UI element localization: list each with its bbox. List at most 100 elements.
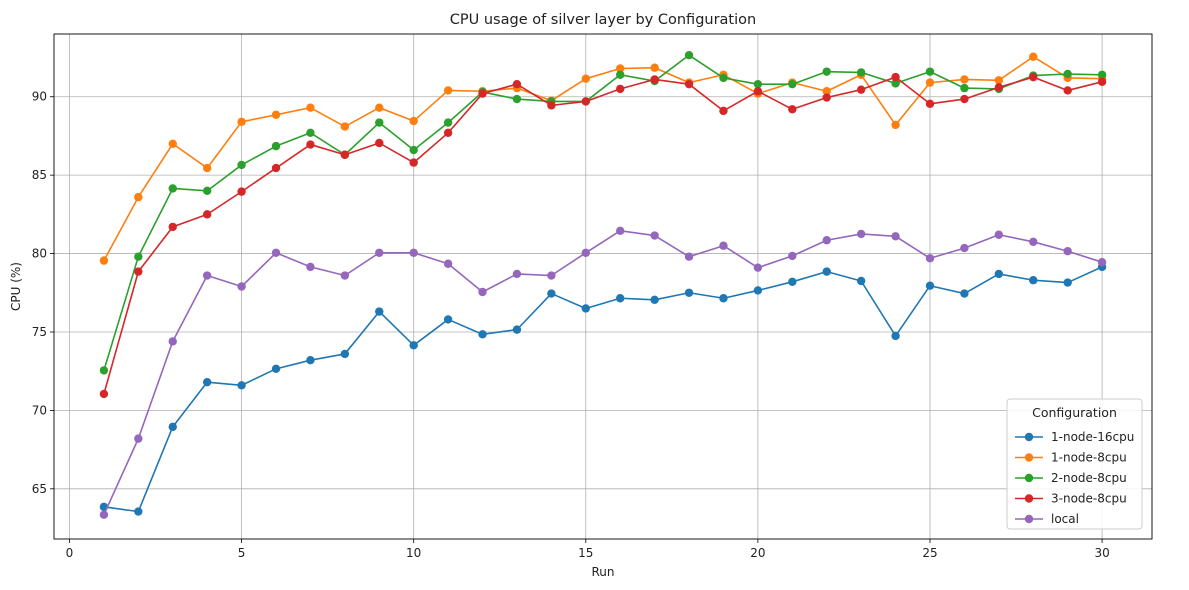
y-tick-label: 90 <box>32 90 47 104</box>
data-point <box>891 120 900 130</box>
data-point <box>168 184 177 193</box>
data-point <box>960 83 969 93</box>
data-point <box>753 79 763 89</box>
data-point <box>306 356 315 365</box>
data-point <box>994 76 1004 85</box>
data-point <box>581 304 590 313</box>
series-line <box>103 230 1103 516</box>
data-point <box>650 75 659 84</box>
data-point <box>375 103 384 112</box>
data-point <box>650 231 659 240</box>
y-axis-label: CPU (%) <box>9 262 23 311</box>
x-tick-label: 10 <box>406 546 421 560</box>
data-point <box>478 89 487 98</box>
series-line <box>103 55 1103 262</box>
x-tick-label: 30 <box>1094 546 1109 560</box>
chart-title: CPU usage of silver layer by Configurati… <box>450 12 756 28</box>
data-point <box>306 128 315 138</box>
data-point <box>788 277 797 286</box>
data-point <box>340 150 350 159</box>
x-tick-label: 5 <box>238 546 246 560</box>
data-point <box>443 259 453 268</box>
data-point <box>375 248 384 257</box>
data-point <box>409 116 418 126</box>
data-point <box>340 349 350 359</box>
legend-swatch-marker <box>1024 494 1034 503</box>
data-point <box>581 74 590 83</box>
data-point <box>512 79 522 89</box>
data-point <box>616 64 625 73</box>
legend-item-1-node-8cpu: 1-node-8cpu <box>1015 451 1127 465</box>
data-point <box>581 97 590 106</box>
data-point <box>925 67 935 76</box>
data-point <box>443 118 453 127</box>
data-point <box>753 286 763 295</box>
data-point <box>512 94 522 104</box>
data-point <box>684 288 694 297</box>
data-point <box>719 73 728 83</box>
data-point <box>1097 70 1107 79</box>
data-point <box>237 117 246 127</box>
data-point <box>1029 237 1038 247</box>
data-point <box>202 210 212 219</box>
data-point <box>375 307 384 316</box>
data-point <box>375 118 384 127</box>
data-point <box>1097 77 1107 87</box>
data-point <box>271 141 281 151</box>
y-axis-ticks: 65 70 75 80 85 90 <box>32 90 54 496</box>
legend-label: 1-node-16cpu <box>1051 430 1134 444</box>
data-point <box>822 67 831 76</box>
data-point <box>202 186 212 196</box>
data-point <box>547 101 556 110</box>
data-point <box>960 94 969 104</box>
legend-label: 2-node-8cpu <box>1051 471 1127 485</box>
data-point <box>788 79 797 89</box>
data-point <box>719 294 728 303</box>
legend-item-1-node-16cpu: 1-node-16cpu <box>1015 430 1134 444</box>
x-tick-label: 0 <box>66 546 74 560</box>
data-point <box>99 510 109 519</box>
data-point <box>202 377 212 387</box>
data-point <box>856 229 866 239</box>
data-point <box>271 248 281 257</box>
data-point <box>994 269 1004 279</box>
legend: Configuration 1-node-16cpu 1-node-8cpu 2-n… <box>1006 398 1143 530</box>
legend-item-2-node-8cpu: 2-node-8cpu <box>1015 471 1127 485</box>
legend-label: 1-node-8cpu <box>1051 451 1127 465</box>
y-tick-label: 65 <box>32 482 47 496</box>
legend-swatch-marker <box>1024 432 1034 442</box>
data-point <box>856 68 866 77</box>
data-point <box>891 331 900 341</box>
data-point <box>719 106 728 116</box>
data-point <box>547 271 556 280</box>
data-point <box>237 160 246 170</box>
data-point <box>306 103 315 112</box>
data-point <box>960 75 969 84</box>
data-point <box>925 254 935 263</box>
data-point <box>409 341 418 350</box>
data-point <box>1063 86 1072 95</box>
y-tick-label: 70 <box>32 403 47 417</box>
data-point <box>960 289 969 298</box>
data-point <box>650 295 659 305</box>
series-1-node-16cpu <box>99 262 1107 516</box>
data-point <box>1063 278 1072 287</box>
data-point <box>684 79 694 89</box>
data-point <box>237 282 246 291</box>
legend-label: local <box>1051 512 1079 526</box>
data-point <box>168 337 177 346</box>
legend-title: Configuration <box>1032 405 1117 420</box>
data-point <box>891 72 900 82</box>
data-point <box>684 50 694 60</box>
data-point <box>925 99 935 108</box>
data-point <box>478 330 487 339</box>
data-point <box>788 251 797 261</box>
legend-items: 1-node-16cpu 1-node-8cpu 2-node-8cpu 3-node… <box>1015 430 1134 526</box>
data-point <box>340 122 350 131</box>
data-point <box>616 84 625 94</box>
data-point <box>616 294 625 303</box>
y-tick-label: 85 <box>32 168 47 182</box>
series-2-node-8cpu <box>99 50 1107 375</box>
data-point <box>616 226 625 236</box>
